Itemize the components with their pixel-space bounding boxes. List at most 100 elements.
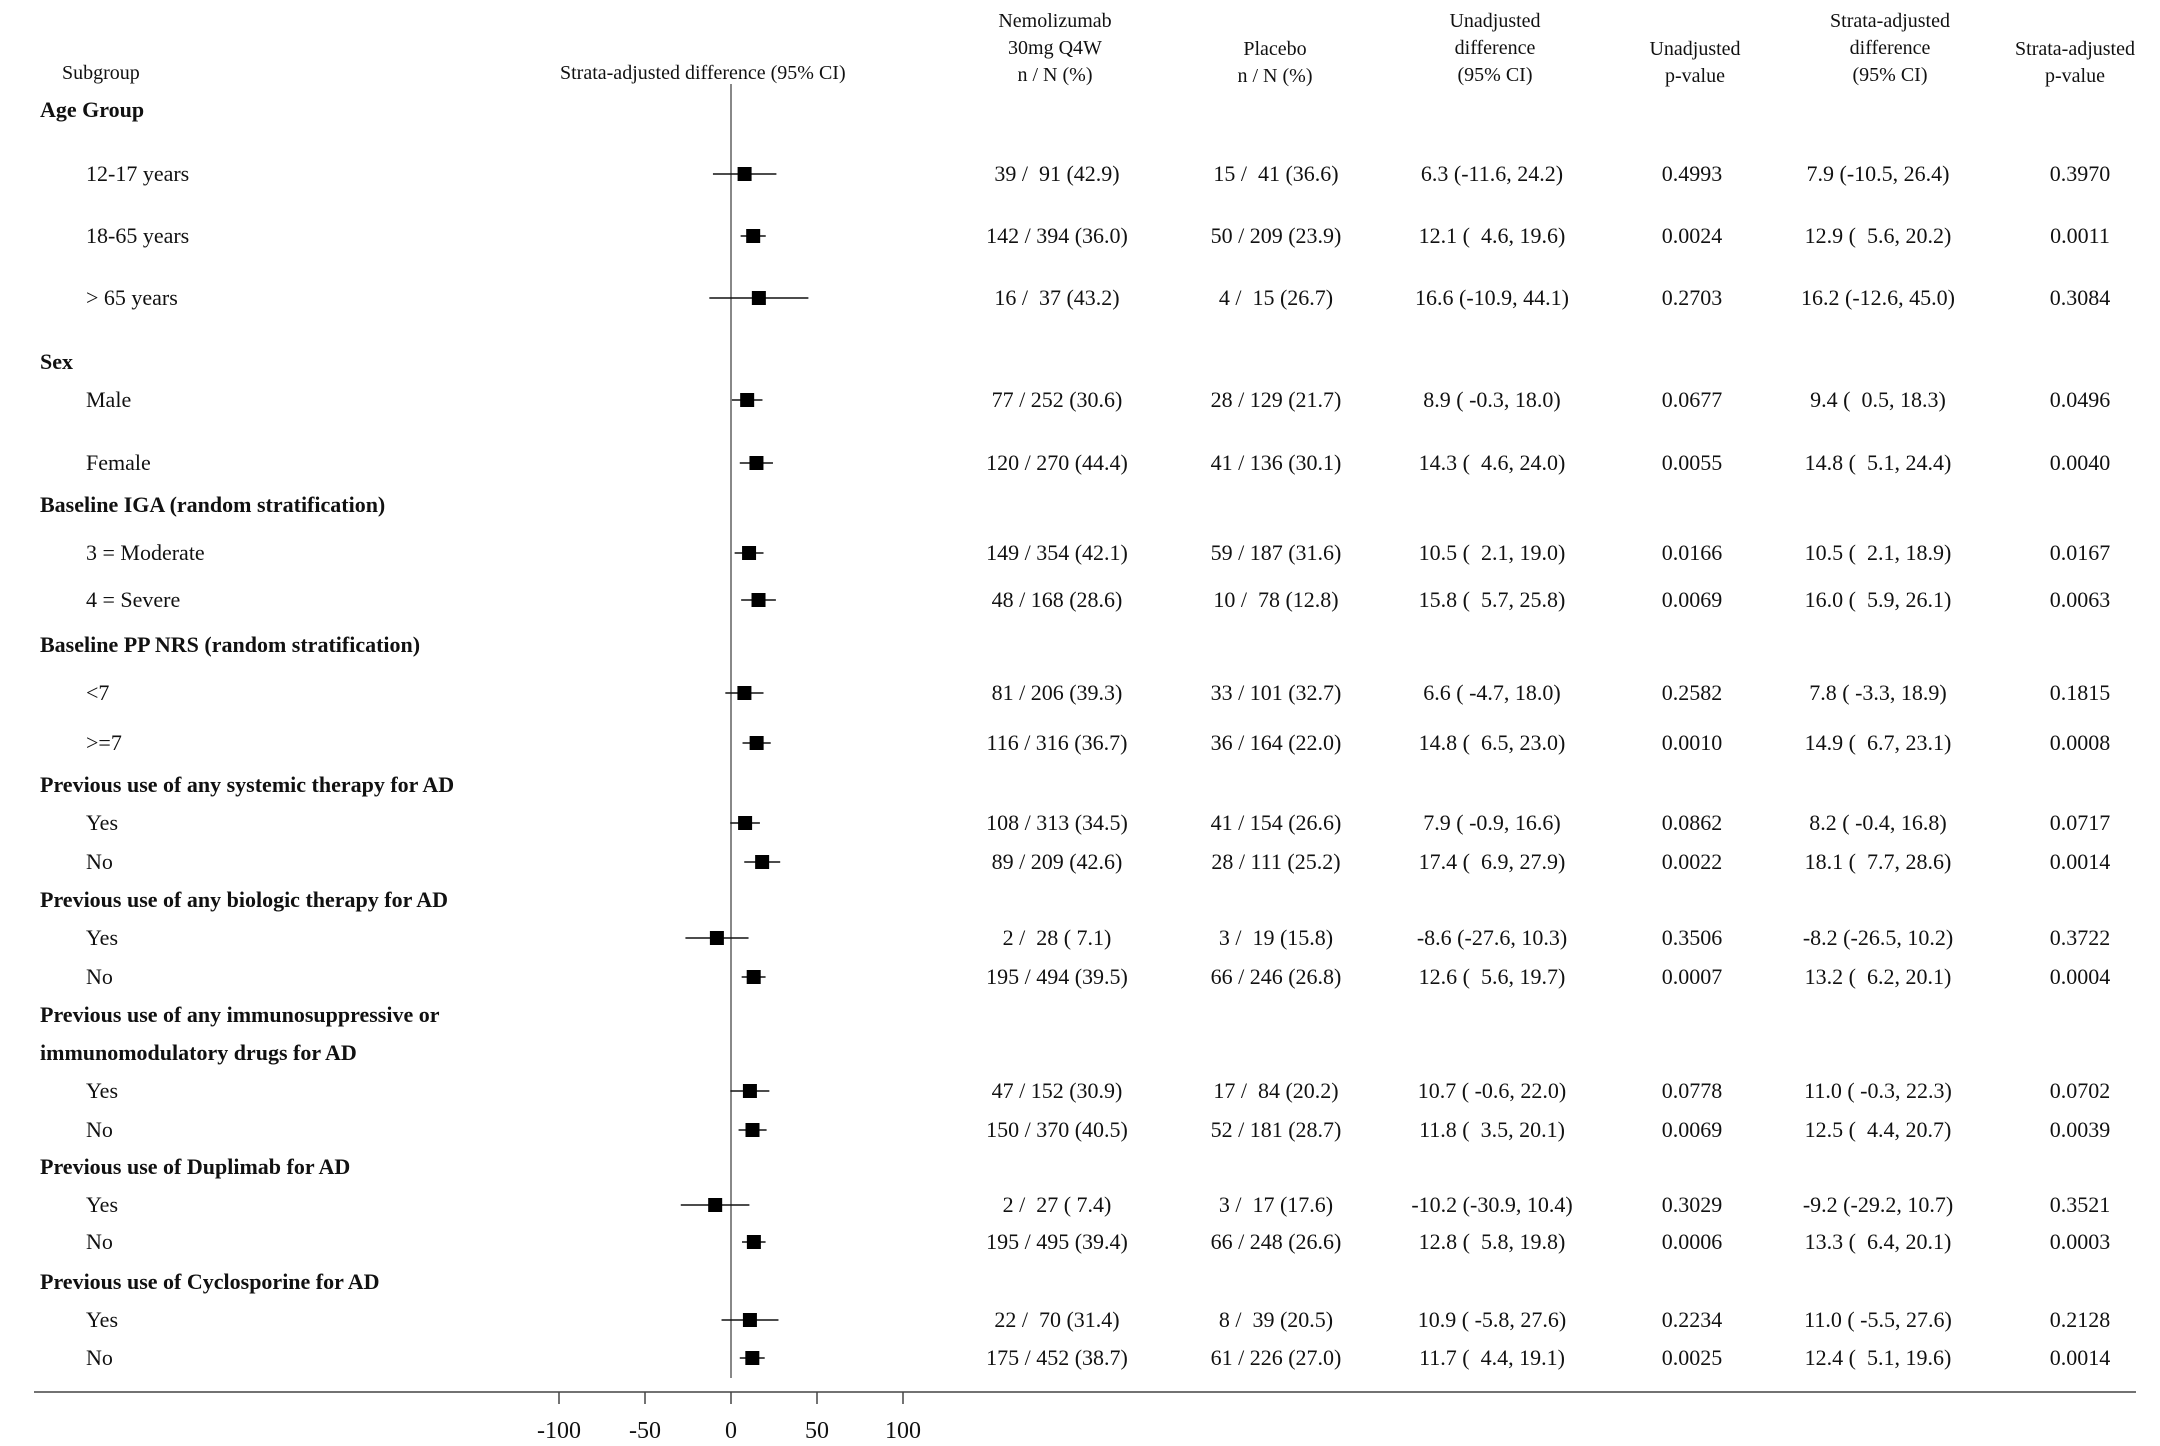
header-placebo: Placebo n / N (%) — [1237, 38, 1313, 87]
cell-adj-p: 0.3521 — [2049, 1192, 2111, 1217]
cell-placebo: 36 / 164 (22.0) — [1210, 730, 1342, 755]
group-label: Age Group — [40, 97, 145, 122]
cell-unadj-p: 0.3029 — [1661, 1192, 1723, 1217]
subgroup-label: >=7 — [86, 730, 122, 755]
cell-placebo: 33 / 101 (32.7) — [1210, 680, 1342, 705]
header-strata-adjusted-p-value: Strata-adjusted p-value — [2015, 38, 2135, 87]
cell-adj-p: 0.0004 — [2049, 964, 2111, 989]
header-unadjusted-difference: Unadjusted difference (95% CI) — [1449, 10, 1541, 86]
point-estimate — [746, 970, 761, 984]
point-estimate — [742, 546, 757, 560]
cell-placebo: 28 / 111 (25.2) — [1211, 849, 1341, 874]
subgroup-label: Yes — [86, 810, 119, 835]
cell-placebo: 10 / 78 (12.8) — [1213, 587, 1339, 612]
x-tick-label: -50 — [629, 1418, 661, 1444]
group-label: Baseline PP NRS (random stratification) — [40, 632, 421, 657]
cell-placebo: 52 / 181 (28.7) — [1210, 1117, 1342, 1142]
cell-nemo: 89 / 209 (42.6) — [991, 849, 1123, 874]
subgroup-label: 12-17 years — [86, 161, 190, 186]
cell-adj-p: 0.3722 — [2049, 925, 2111, 950]
cell-nemo: 16 / 37 (43.2) — [994, 285, 1120, 310]
group-label: Previous use of any biologic therapy for… — [40, 887, 449, 912]
cell-adj-p: 0.0014 — [2049, 1345, 2111, 1370]
cell-nemo: 195 / 495 (39.4) — [986, 1229, 1128, 1254]
cell-unadj-p: 0.0862 — [1661, 810, 1723, 835]
cell-unadj-diff: -10.2 (-30.9, 10.4) — [1411, 1192, 1573, 1217]
header-subgroup: Subgroup — [62, 62, 140, 84]
subgroup-label: Yes — [86, 925, 119, 950]
point-estimate — [708, 1198, 723, 1212]
point-estimate — [709, 931, 724, 945]
point-estimate — [755, 855, 770, 869]
subgroup-label: No — [86, 1345, 113, 1370]
subgroup-label: > 65 years — [86, 285, 178, 310]
group-label: Previous use of Cyclosporine for AD — [40, 1269, 380, 1294]
cell-unadj-diff: 14.8 ( 6.5, 23.0) — [1418, 730, 1566, 755]
cell-unadj-diff: 12.8 ( 5.8, 19.8) — [1418, 1229, 1566, 1254]
cell-placebo: 50 / 209 (23.9) — [1210, 223, 1342, 248]
subgroup-label: Male — [86, 387, 132, 412]
cell-adj-diff: 16.0 ( 5.9, 26.1) — [1804, 587, 1952, 612]
cell-nemo: 175 / 452 (38.7) — [986, 1345, 1128, 1370]
cell-nemo: 2 / 28 ( 7.1) — [1002, 925, 1112, 950]
cell-placebo: 59 / 187 (31.6) — [1210, 540, 1342, 565]
cell-nemo: 81 / 206 (39.3) — [991, 680, 1123, 705]
cell-adj-diff: 12.9 ( 5.6, 20.2) — [1804, 223, 1952, 248]
subgroup-label: 3 = Moderate — [86, 540, 205, 565]
cell-adj-diff: 14.8 ( 5.1, 24.4) — [1804, 450, 1952, 475]
cell-adj-p: 0.1815 — [2049, 680, 2111, 705]
cell-adj-p: 0.0167 — [2049, 540, 2111, 565]
subgroup-label: Yes — [86, 1307, 119, 1332]
cell-unadj-diff: 6.3 (-11.6, 24.2) — [1420, 161, 1564, 186]
cell-unadj-p: 0.2234 — [1661, 1307, 1723, 1332]
cell-adj-diff: 7.8 ( -3.3, 18.9) — [1809, 680, 1947, 705]
cell-nemo: 47 / 152 (30.9) — [991, 1078, 1123, 1103]
cell-adj-p: 0.0008 — [2049, 730, 2111, 755]
cell-placebo: 61 / 226 (27.0) — [1210, 1345, 1342, 1370]
cell-adj-p: 0.0063 — [2049, 587, 2111, 612]
cell-adj-diff: 12.5 ( 4.4, 20.7) — [1804, 1117, 1952, 1142]
cell-nemo: 22 / 70 (31.4) — [994, 1307, 1120, 1332]
cell-unadj-diff: 17.4 ( 6.9, 27.9) — [1418, 849, 1566, 874]
cell-adj-diff: -9.2 (-29.2, 10.7) — [1802, 1192, 1954, 1217]
cell-unadj-p: 0.3506 — [1661, 925, 1723, 950]
cell-nemo: 120 / 270 (44.4) — [986, 450, 1128, 475]
cell-unadj-p: 0.0006 — [1661, 1229, 1723, 1254]
cell-unadj-diff: 8.9 ( -0.3, 18.0) — [1423, 387, 1561, 412]
cell-unadj-p: 0.0778 — [1661, 1078, 1723, 1103]
group-label: Sex — [40, 349, 73, 374]
group-label: Baseline IGA (random stratification) — [40, 492, 386, 517]
cell-placebo: 66 / 248 (26.6) — [1210, 1229, 1342, 1254]
cell-placebo: 66 / 246 (26.8) — [1210, 964, 1342, 989]
subgroup-label: No — [86, 849, 113, 874]
cell-unadj-diff: 12.1 ( 4.6, 19.6) — [1418, 223, 1566, 248]
cell-adj-diff: 11.0 ( -5.5, 27.6) — [1804, 1307, 1952, 1332]
cell-placebo: 4 / 15 (26.7) — [1218, 285, 1334, 310]
cell-adj-diff: 11.0 ( -0.3, 22.3) — [1804, 1078, 1952, 1103]
x-tick-label: 0 — [725, 1418, 737, 1444]
cell-unadj-diff: 10.7 ( -0.6, 22.0) — [1417, 1078, 1567, 1103]
cell-nemo: 195 / 494 (39.5) — [986, 964, 1128, 989]
point-estimate — [742, 1084, 757, 1098]
cell-unadj-p: 0.0069 — [1661, 587, 1723, 612]
subgroup-label: 4 = Severe — [86, 587, 181, 612]
cell-nemo: 39 / 91 (42.9) — [994, 161, 1120, 186]
cell-unadj-p: 0.0025 — [1661, 1345, 1723, 1370]
group-label: Previous use of any systemic therapy for… — [40, 772, 455, 797]
point-estimate — [751, 593, 766, 607]
header-unadjusted-p-value: Unadjusted p-value — [1649, 38, 1741, 87]
cell-adj-p: 0.0717 — [2049, 810, 2111, 835]
cell-nemo: 142 / 394 (36.0) — [986, 223, 1128, 248]
cell-adj-p: 0.3084 — [2049, 285, 2111, 310]
cell-adj-diff: 12.4 ( 5.1, 19.6) — [1804, 1345, 1952, 1370]
cell-placebo: 41 / 154 (26.6) — [1210, 810, 1342, 835]
cell-nemo: 149 / 354 (42.1) — [986, 540, 1128, 565]
point-estimate — [745, 1351, 760, 1365]
cell-unadj-p: 0.0166 — [1661, 540, 1723, 565]
cell-unadj-p: 0.4993 — [1661, 161, 1723, 186]
header-plot: Strata-adjusted difference (95% CI) — [560, 62, 846, 84]
subgroup-label: Yes — [86, 1192, 119, 1217]
point-estimate — [749, 736, 764, 750]
cell-unadj-p: 0.2582 — [1661, 680, 1723, 705]
cell-adj-diff: 9.4 ( 0.5, 18.3) — [1810, 387, 1946, 412]
